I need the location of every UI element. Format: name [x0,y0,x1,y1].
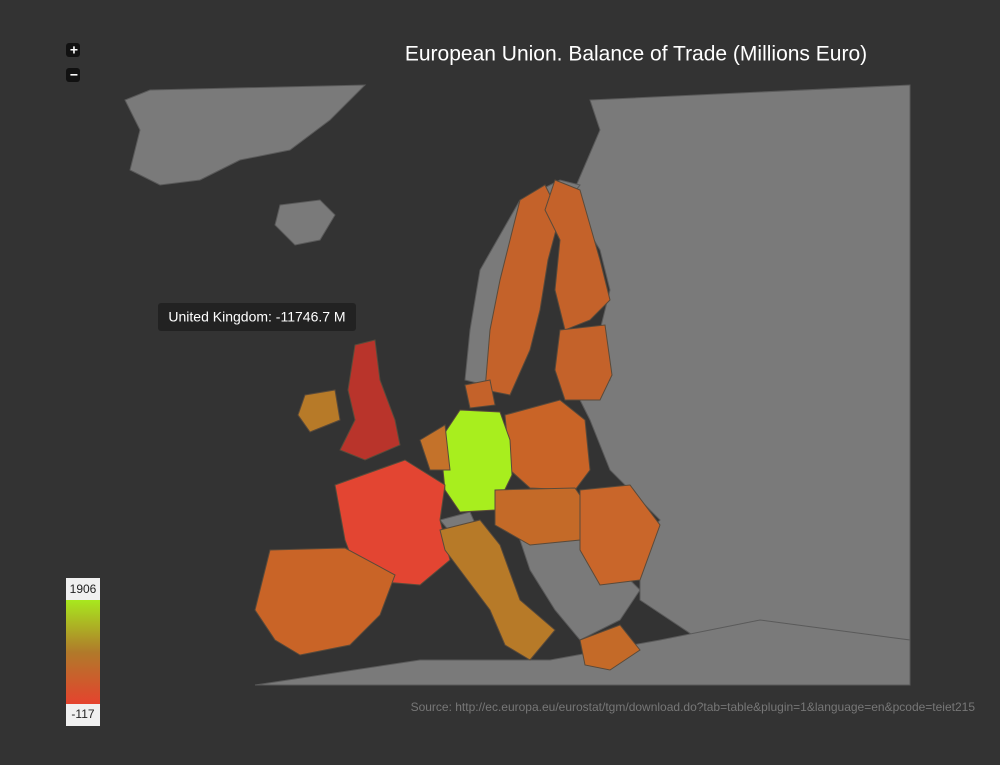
zoom-out-label[interactable]: − [70,67,78,83]
legend-min: -117 [71,707,94,721]
region-baltics [554,324,613,401]
land-iceland [274,199,336,246]
region-ireland [297,389,341,433]
tooltip-text: United Kingdom: -11746.7 M [168,309,345,325]
region-iberia [254,547,396,656]
region-romania [579,484,661,586]
region-uk [339,339,401,461]
map-title: European Union. Balance of Trade (Millio… [405,43,867,66]
source-note: Source: http://ec.europa.eu/eurostat/tgm… [411,700,976,714]
legend: 1906 -117 [66,578,100,726]
region-greece [579,624,641,671]
zoom-in-button[interactable]: + [66,42,80,58]
region-denmark [464,379,496,409]
land-greenland [124,84,367,186]
map [124,84,911,686]
region-poland [504,399,591,491]
region-finland [544,179,611,331]
region-benelux [419,424,451,471]
legend-max: 1906 [70,582,97,596]
region-central [494,487,591,546]
legend-gradient [66,600,100,704]
tooltip: United Kingdom: -11746.7 M [158,303,356,331]
zoom-out-button[interactable]: − [66,67,80,83]
land-turkey-africa [254,619,911,686]
zoom-in-label[interactable]: + [70,42,78,58]
region-italy [439,519,556,661]
